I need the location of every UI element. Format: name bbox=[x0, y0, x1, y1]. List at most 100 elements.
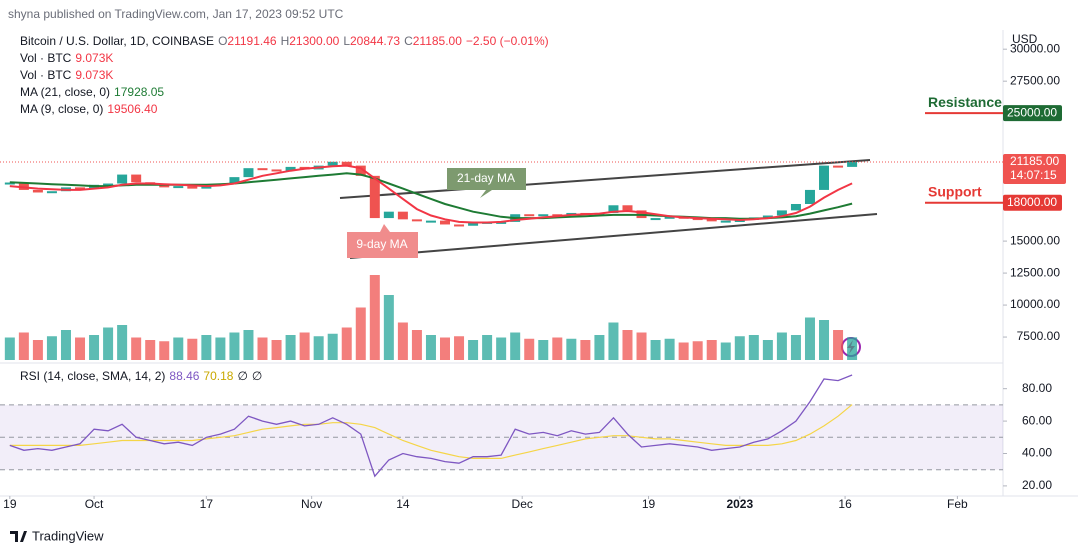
level-label: 18000.00 bbox=[1007, 195, 1057, 209]
volume-bar bbox=[538, 340, 549, 360]
countdown: 14:07:15 bbox=[1010, 168, 1057, 182]
volume-bar bbox=[524, 338, 535, 360]
volume-bar bbox=[215, 337, 226, 360]
published: shyna published on TradingView.com, Jan … bbox=[8, 7, 344, 21]
volume-bar bbox=[145, 340, 156, 360]
volume-bar bbox=[355, 307, 366, 360]
y-tick-label: 10000.00 bbox=[1010, 297, 1060, 311]
volume-bar bbox=[847, 337, 858, 360]
volume-bar bbox=[201, 335, 212, 360]
symbol-legend: Bitcoin / U.S. Dollar, 1D, COINBASE O2119… bbox=[20, 34, 549, 48]
ma-legend: MA (21, close, 0) 17928.05 bbox=[20, 85, 164, 99]
ohlc-key: O bbox=[218, 34, 227, 48]
candle bbox=[355, 165, 366, 176]
candle bbox=[159, 184, 170, 188]
ma-line bbox=[9, 164, 853, 224]
x-tick-label: Feb bbox=[947, 497, 968, 511]
volume-bar bbox=[636, 332, 647, 360]
footer: TradingView bbox=[10, 528, 104, 543]
volume-bar bbox=[75, 337, 86, 360]
candle bbox=[425, 220, 436, 223]
volume-bar bbox=[117, 325, 128, 360]
volume-bar bbox=[299, 332, 310, 360]
y-tick-label: 15000.00 bbox=[1010, 233, 1060, 247]
volume-bar bbox=[650, 340, 661, 360]
volume-bar bbox=[552, 337, 563, 360]
volume-bar bbox=[327, 333, 338, 360]
volume-bar bbox=[369, 275, 380, 360]
candle bbox=[720, 220, 731, 223]
x-tick-label: 14 bbox=[396, 497, 410, 511]
last-price-label: 21185.00 bbox=[1010, 154, 1059, 168]
volume-bar bbox=[18, 332, 29, 360]
candle bbox=[243, 168, 254, 178]
volume-value: 9.073K bbox=[75, 68, 113, 82]
candle bbox=[369, 175, 380, 219]
volume-bar bbox=[32, 340, 43, 360]
x-tick-label: 2023 bbox=[726, 497, 753, 511]
volume-bar bbox=[622, 330, 633, 360]
volume-bar bbox=[60, 330, 71, 360]
candle bbox=[327, 161, 338, 166]
trend-line bbox=[349, 213, 878, 259]
candle bbox=[257, 168, 268, 171]
candle bbox=[117, 174, 128, 184]
rsi-empty: ∅ bbox=[252, 369, 262, 383]
volume-bar bbox=[833, 330, 844, 360]
candle bbox=[285, 166, 296, 171]
candle bbox=[341, 161, 352, 166]
candle bbox=[4, 182, 15, 185]
candle bbox=[776, 210, 787, 216]
x-tick-label: Nov bbox=[301, 497, 322, 511]
candle bbox=[706, 219, 717, 222]
rsi-name: RSI (14, close, SMA, 14, 2) bbox=[20, 369, 165, 383]
volume-bar bbox=[482, 335, 493, 360]
volume-bar bbox=[510, 332, 521, 360]
volume-legend: Vol · BTC 9.073K bbox=[20, 51, 113, 65]
annotation: 21-day MA bbox=[457, 171, 515, 185]
candle bbox=[762, 215, 773, 218]
ohlc-value: 20844.73 bbox=[350, 34, 400, 48]
ma-name: MA (21, close, 0) bbox=[20, 85, 110, 99]
rsi-tick-label: 20.00 bbox=[1022, 478, 1052, 492]
candle bbox=[608, 205, 619, 213]
rsi-value: 88.46 bbox=[169, 369, 199, 383]
volume-bar bbox=[46, 336, 57, 360]
candle bbox=[804, 189, 815, 204]
volume-bar bbox=[790, 335, 801, 360]
volume-bar bbox=[173, 337, 184, 360]
volume-bar bbox=[271, 340, 282, 360]
candle bbox=[819, 165, 830, 190]
candle bbox=[46, 191, 57, 194]
ohlc-key: C bbox=[404, 34, 413, 48]
currency: USD bbox=[1012, 32, 1038, 46]
level-name: Support bbox=[928, 183, 982, 199]
level-box bbox=[1003, 194, 1062, 211]
volume-bar bbox=[734, 336, 745, 360]
volume-bar bbox=[496, 337, 507, 360]
annotation-box bbox=[447, 168, 526, 198]
rsi-tick-label: 60.00 bbox=[1022, 413, 1052, 427]
x-tick-label: 16 bbox=[838, 497, 852, 511]
ohlc-value: 21300.00 bbox=[289, 34, 339, 48]
candle bbox=[411, 219, 422, 222]
y-tick-label: 30000.00 bbox=[1010, 41, 1060, 55]
volume-bar bbox=[229, 332, 240, 360]
rsi-tick-label: 80.00 bbox=[1022, 381, 1052, 395]
y-tick-label: 27500.00 bbox=[1010, 73, 1060, 87]
candle bbox=[173, 186, 184, 189]
candle bbox=[454, 224, 465, 227]
candle bbox=[75, 187, 86, 190]
volume-bar bbox=[131, 337, 142, 360]
rsi-legend: RSI (14, close, SMA, 14, 2) 88.46 70.18 ∅ ∅ bbox=[20, 369, 262, 383]
candle bbox=[524, 214, 535, 217]
rsi-empty: ∅ bbox=[237, 369, 247, 383]
ma-value: 19506.40 bbox=[107, 102, 157, 116]
candle bbox=[229, 177, 240, 184]
volume-bar bbox=[187, 338, 198, 360]
x-tick-label: Oct bbox=[85, 497, 104, 511]
level-name: Resistance bbox=[928, 94, 1002, 110]
